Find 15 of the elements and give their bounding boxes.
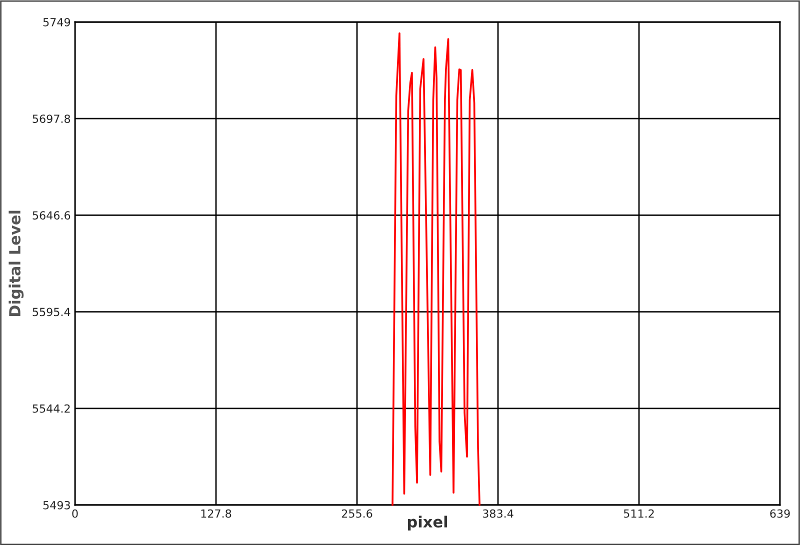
y-axis-title: Digital Level: [8, 210, 24, 316]
line-series: [392, 32, 480, 506]
x-tick-label: 511.2: [624, 509, 654, 518]
x-tick-label: 0: [72, 509, 78, 518]
x-tick-label: 127.8: [201, 509, 232, 518]
y-tick-label: 5749: [43, 18, 70, 26]
x-tick-label: 639: [770, 509, 790, 518]
y-tick-label: 5544.2: [32, 404, 70, 413]
y-tick-label: 5595.4: [32, 308, 70, 316]
y-tick-label: 5697.8: [32, 114, 70, 123]
x-tick-label: 383.4: [482, 509, 514, 518]
x-axis-title: pixel: [408, 516, 448, 531]
y-tick-label: 5493: [43, 500, 70, 510]
x-tick-label: 255.6: [342, 509, 372, 518]
y-tick-label: 5646.6: [32, 211, 70, 220]
